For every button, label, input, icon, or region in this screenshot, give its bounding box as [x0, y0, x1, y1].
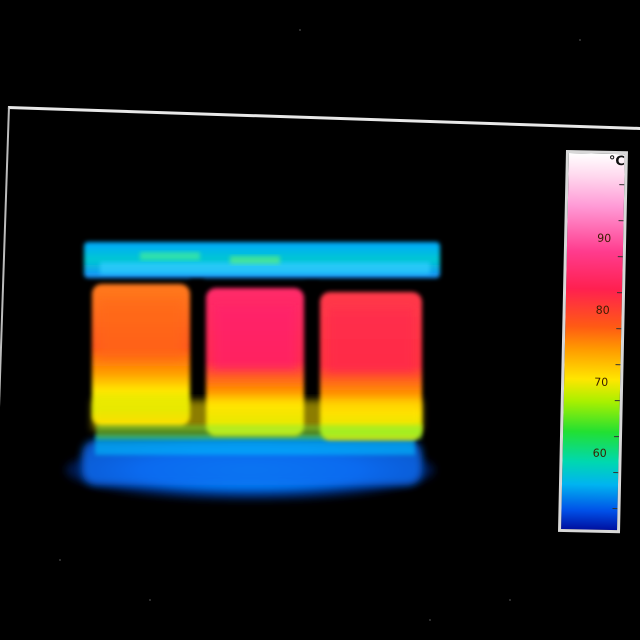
temperature-scale-bar: °C 90 80 70 60	[558, 150, 628, 534]
scale-tick	[619, 184, 625, 186]
temperature-unit-label: °C	[608, 153, 625, 170]
scale-label-90: 90	[597, 231, 612, 245]
scale-tick	[615, 364, 621, 366]
scale-tick	[613, 436, 620, 438]
scale-tick	[613, 472, 619, 474]
scale-tick	[614, 400, 620, 402]
scale-tick	[616, 328, 622, 330]
scale-tick	[617, 256, 623, 258]
scale-tick	[612, 508, 618, 510]
coil-middle-heat-zone	[206, 288, 304, 436]
scale-label-80: 80	[595, 303, 610, 317]
scale-label-60: 60	[592, 446, 607, 460]
scale-tick	[618, 220, 624, 222]
scale-label-70: 70	[594, 375, 609, 389]
coil-left-heat-zone	[92, 284, 190, 426]
scale-tick	[617, 292, 623, 294]
